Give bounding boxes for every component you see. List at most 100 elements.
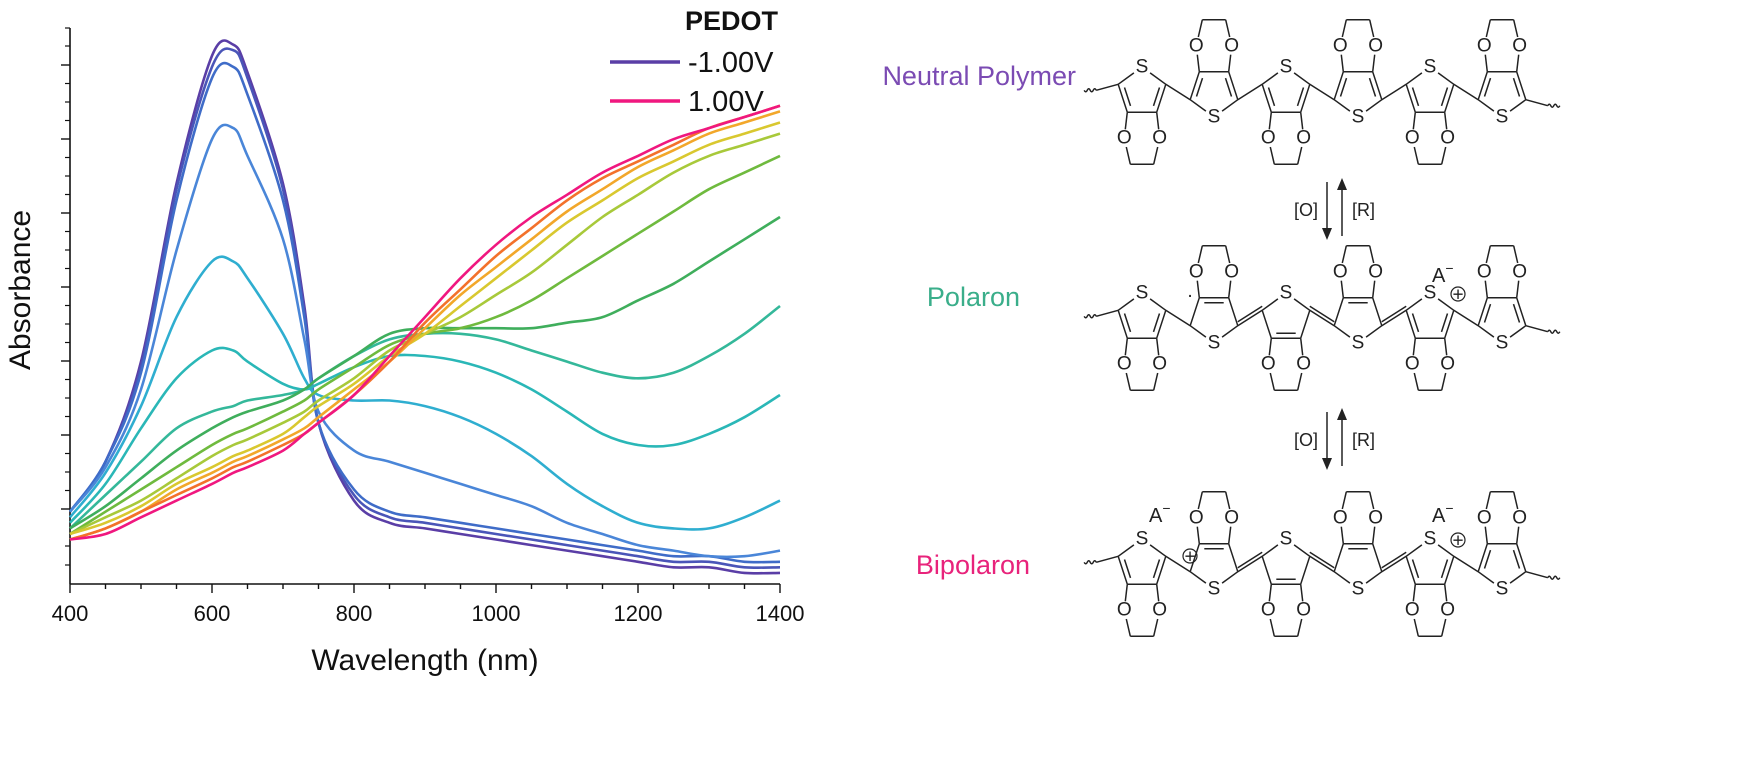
series-line-3 [68, 123, 781, 559]
bond [1224, 77, 1233, 97]
bond [1267, 87, 1276, 107]
thiophene-unit: S O O [1477, 245, 1527, 354]
bond [1413, 146, 1420, 165]
bond [1443, 584, 1448, 602]
bond [1509, 571, 1527, 584]
bond [1412, 112, 1417, 130]
bond [1117, 84, 1129, 113]
bond [1512, 19, 1519, 38]
x-tick-label: 1200 [614, 601, 663, 626]
bond [1453, 309, 1479, 327]
bond [1483, 303, 1492, 323]
sulfur-atom: S [1424, 283, 1437, 304]
oxygen-atom: O [1117, 600, 1132, 621]
bond [1124, 338, 1129, 356]
bond [1340, 54, 1345, 72]
bond [1365, 99, 1383, 112]
bond [1443, 112, 1448, 130]
bond [1237, 551, 1263, 569]
bond [1299, 310, 1311, 339]
oxygen-atom: O [1261, 600, 1276, 621]
bond [1341, 245, 1348, 264]
thiophene-unit: S O O [1477, 19, 1527, 128]
bond [1165, 83, 1191, 101]
bond [1405, 556, 1417, 585]
bond [1368, 19, 1375, 38]
bond [1117, 72, 1135, 85]
series-group [68, 39, 781, 575]
counter-anion: A− [1149, 500, 1171, 527]
sulfur-atom: S [1280, 57, 1293, 78]
chain-end-wavy [1083, 314, 1097, 319]
bond [1512, 77, 1521, 97]
legend: PEDOT -1.00V 1.00V [610, 6, 779, 118]
thiophene-unit: S O O [1333, 245, 1383, 354]
bond [1125, 372, 1132, 391]
bond [1341, 19, 1348, 38]
thiophene-unit: S O O [1117, 283, 1167, 391]
bond [1443, 310, 1455, 339]
bond [1484, 280, 1489, 298]
bond [1261, 84, 1273, 113]
bond [1405, 298, 1423, 311]
bond [1440, 559, 1449, 579]
charge-sign: + [1184, 547, 1195, 568]
bond [1477, 543, 1489, 572]
chain-end-wavy [1547, 103, 1561, 108]
axis-ticks [61, 27, 781, 593]
oxygen-atom: O [1368, 35, 1383, 56]
oxygen-atom: O [1224, 35, 1239, 56]
bond [1381, 555, 1407, 573]
bond [1485, 19, 1492, 38]
sulfur-atom: S [1280, 529, 1293, 550]
sulfur-atom: S [1424, 57, 1437, 78]
bond [1261, 298, 1279, 311]
bond [1152, 87, 1161, 107]
bond [1268, 584, 1273, 602]
bond [1165, 555, 1191, 573]
bond [1405, 544, 1423, 557]
bond [1340, 526, 1345, 544]
oxygen-atom: O [1333, 507, 1348, 528]
y-axis-title: Absorbance [4, 210, 37, 370]
bond [1096, 309, 1119, 318]
oxygen-atom: O [1368, 507, 1383, 528]
bond [1165, 309, 1191, 327]
bond [1453, 83, 1479, 101]
series-line-2 [68, 61, 781, 564]
oxygen-atom: O [1333, 261, 1348, 282]
bond [1152, 313, 1161, 333]
positive-charge: + [1450, 531, 1466, 552]
thiophene-unit: S O O [1405, 283, 1455, 391]
bond [1371, 54, 1376, 72]
bond [1309, 555, 1335, 573]
thiophene-unit: S O O [1405, 529, 1455, 637]
thiophene-unit: S O O [1189, 19, 1239, 128]
bond [1123, 87, 1132, 107]
bond [1237, 305, 1263, 323]
bond [1227, 543, 1239, 572]
bond [1189, 99, 1207, 112]
bond [1443, 556, 1455, 585]
bond [1096, 555, 1119, 564]
legend-label-oxidized: 1.00V [688, 86, 764, 118]
bond [1299, 556, 1311, 585]
oxidation-arrowhead [1322, 228, 1332, 240]
bond [1125, 618, 1132, 637]
series-line-6 [69, 304, 781, 530]
bond [1484, 54, 1489, 72]
bond [1197, 19, 1204, 38]
bond [1512, 549, 1521, 569]
bond [1269, 618, 1276, 637]
bond [1189, 571, 1207, 584]
bond [1237, 83, 1263, 101]
oxygen-atom: O [1296, 600, 1311, 621]
bond [1477, 571, 1495, 584]
bond [1477, 325, 1495, 338]
oxygen-atom: O [1333, 35, 1348, 56]
radical-dot: · [1187, 286, 1193, 307]
bond [1227, 54, 1232, 72]
bond [1477, 99, 1495, 112]
bond [1515, 297, 1527, 326]
